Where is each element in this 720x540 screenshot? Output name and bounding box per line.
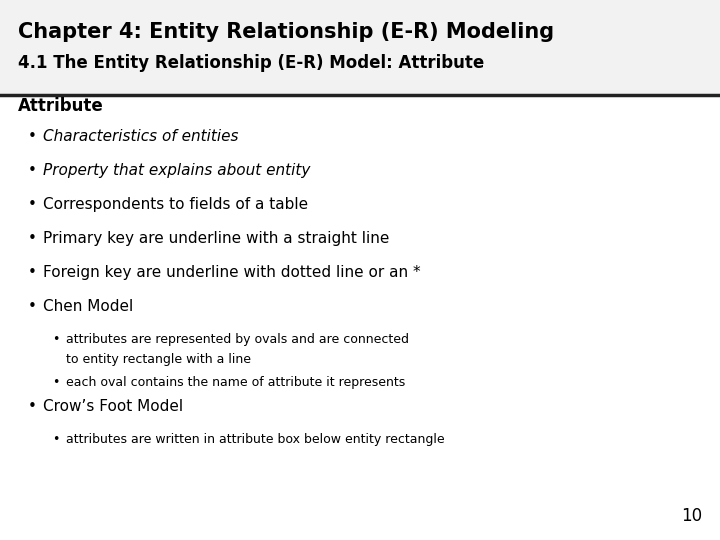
Text: •: • — [27, 197, 36, 212]
Text: •: • — [27, 299, 36, 314]
Text: •: • — [27, 163, 36, 178]
Text: 10: 10 — [681, 507, 702, 525]
Text: •: • — [27, 129, 36, 144]
Text: Chapter 4: Entity Relationship (E-R) Modeling: Chapter 4: Entity Relationship (E-R) Mod… — [18, 22, 554, 42]
Text: •: • — [52, 376, 59, 389]
Text: Property that explains about entity: Property that explains about entity — [43, 163, 310, 178]
Text: to entity rectangle with a line: to entity rectangle with a line — [66, 353, 251, 366]
Text: Attribute: Attribute — [18, 97, 104, 115]
Text: 4.1 The Entity Relationship (E-R) Model: Attribute: 4.1 The Entity Relationship (E-R) Model:… — [18, 54, 485, 72]
Text: attributes are written in attribute box below entity rectangle: attributes are written in attribute box … — [66, 433, 445, 446]
Text: •: • — [52, 333, 59, 346]
Text: •: • — [27, 265, 36, 280]
Text: Characteristics of entities: Characteristics of entities — [43, 129, 239, 144]
Text: •: • — [52, 433, 59, 446]
Text: Crow’s Foot Model: Crow’s Foot Model — [43, 399, 184, 414]
Text: each oval contains the name of attribute it represents: each oval contains the name of attribute… — [66, 376, 405, 389]
FancyBboxPatch shape — [0, 0, 720, 94]
Text: •: • — [27, 399, 36, 414]
Text: Correspondents to fields of a table: Correspondents to fields of a table — [43, 197, 308, 212]
Text: Chen Model: Chen Model — [43, 299, 133, 314]
Text: attributes are represented by ovals and are connected: attributes are represented by ovals and … — [66, 333, 409, 346]
Text: •: • — [27, 231, 36, 246]
Text: Foreign key are underline with dotted line or an *: Foreign key are underline with dotted li… — [43, 265, 420, 280]
Text: Primary key are underline with a straight line: Primary key are underline with a straigh… — [43, 231, 390, 246]
